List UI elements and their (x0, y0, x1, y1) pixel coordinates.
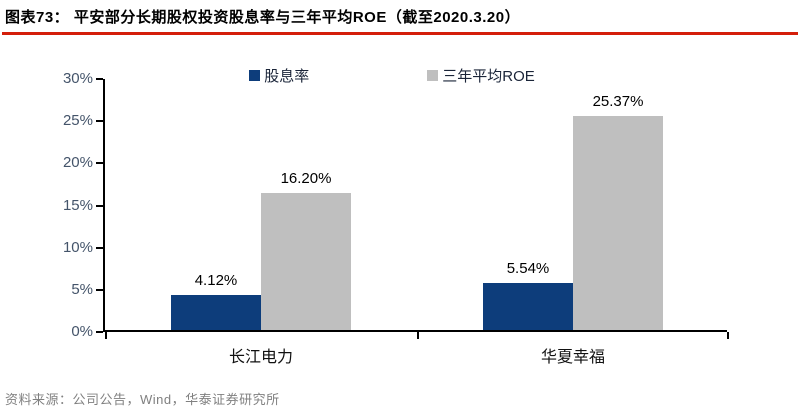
figure-title: 图表73： 平安部分长期股权投资股息率与三年平均ROE（截至2020.3.20） (5, 9, 521, 26)
chart-legend: 股息率 三年平均ROE (60, 65, 724, 86)
bar-roe (261, 193, 351, 330)
y-axis-tick (96, 331, 103, 333)
x-axis-tick (417, 332, 419, 339)
bar-value-label: 5.54% (506, 260, 550, 278)
legend-item: 股息率 (249, 65, 309, 86)
bar-roe (573, 116, 663, 330)
y-axis-tick-label: 20% (62, 154, 93, 172)
bar-value-label: 25.37% (592, 93, 644, 111)
y-axis-tick (96, 162, 103, 165)
y-axis-tick-label: 10% (62, 238, 93, 256)
legend-swatch (249, 70, 261, 81)
x-axis-tick (727, 332, 729, 339)
x-axis-category-label: 华夏幸福 (540, 349, 605, 366)
y-axis-tick-label: 0% (71, 323, 93, 340)
legend-swatch (427, 70, 439, 81)
legend-item: 三年平均ROE (427, 65, 535, 86)
bar-value-label: 4.12% (194, 272, 238, 290)
y-axis-tick (96, 78, 103, 80)
bar-chart-plot-area: 0% 5% 10% 15% 20% 25% 30% 4.12% 16.20% 长江电力 5.54% 2… (63, 70, 729, 366)
x-axis-tick (105, 332, 107, 339)
y-axis-tick (96, 120, 103, 123)
bar-dividend-yield (483, 283, 573, 330)
bar-value-label: 16.20% (280, 170, 332, 188)
y-axis-tick-label: 30% (62, 70, 93, 87)
y-axis-tick-label: 15% (62, 196, 93, 214)
legend-label: 三年平均ROE (442, 68, 535, 85)
y-axis-tick-label: 25% (62, 112, 93, 130)
title-underline (2, 32, 798, 35)
source-note: 资料来源：公司公告，Wind，华泰证券研究所 (5, 392, 280, 407)
y-axis-tick (96, 204, 103, 207)
y-axis-tick-label: 5% (71, 280, 93, 298)
y-axis-tick (96, 246, 103, 249)
y-axis-tick (96, 288, 103, 291)
x-axis-category-label: 长江电力 (228, 349, 293, 366)
legend-label: 股息率 (264, 68, 310, 85)
bar-dividend-yield (171, 295, 261, 330)
